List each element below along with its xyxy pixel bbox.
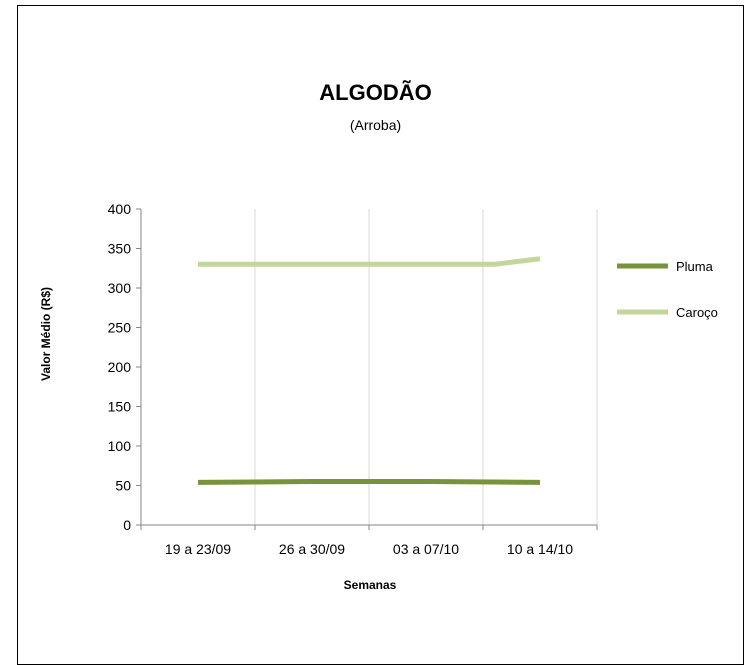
y-tick-label: 150	[108, 399, 132, 415]
legend-label: Pluma	[676, 259, 714, 274]
y-tick-label: 100	[108, 438, 132, 454]
series-line-caroço	[198, 256, 541, 267]
chart-title: ALGODÃO	[319, 80, 432, 105]
y-tick-label: 200	[108, 359, 132, 375]
x-tick-label: 19 a 23/09	[165, 541, 231, 557]
chart-subtitle: (Arroba)	[349, 117, 402, 133]
x-tick-label: 10 a 14/10	[507, 541, 573, 557]
y-tick-label: 50	[115, 478, 131, 494]
series-line-pluma	[197, 479, 541, 485]
x-tick-label: 03 a 07/10	[393, 541, 459, 557]
x-tick-label: 26 a 30/09	[279, 541, 345, 557]
y-tick-label: 400	[108, 201, 132, 217]
legend-label: Caroço	[676, 305, 718, 320]
y-tick-label: 250	[108, 320, 132, 336]
y-tick-label: 350	[108, 241, 132, 257]
y-tick-label: 300	[108, 280, 132, 296]
y-tick-label: 0	[123, 517, 131, 533]
line-chart: 0 50 100 150 200 250 300 350 400 19 a 23/09 26 a 3…	[108, 201, 718, 557]
x-axis-label: Semanas	[343, 578, 397, 592]
